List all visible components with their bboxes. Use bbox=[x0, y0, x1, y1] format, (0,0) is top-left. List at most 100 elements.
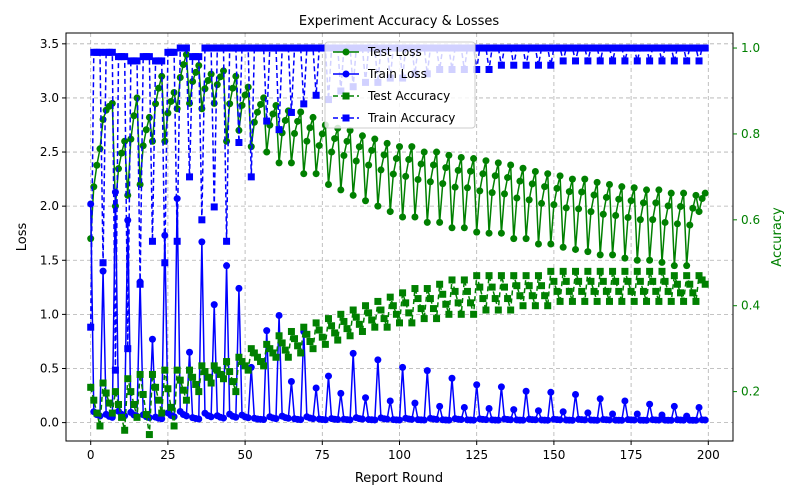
y-right-tick-label: 1.0 bbox=[741, 41, 760, 55]
point-test-accuracy bbox=[448, 276, 456, 284]
point-test-accuracy bbox=[633, 267, 641, 275]
point-train-accuracy bbox=[232, 44, 240, 52]
point-train-loss bbox=[87, 200, 95, 208]
point-test-accuracy bbox=[488, 283, 496, 291]
point-test-loss bbox=[646, 256, 654, 264]
point-train-accuracy bbox=[568, 44, 576, 52]
point-test-loss bbox=[695, 208, 703, 216]
point-test-loss bbox=[281, 116, 289, 124]
point-test-loss bbox=[306, 124, 314, 132]
point-test-loss bbox=[701, 189, 709, 197]
point-test-loss bbox=[303, 137, 311, 145]
point-train-loss bbox=[457, 416, 465, 424]
series-line-train-loss bbox=[89, 192, 706, 422]
point-train-accuracy bbox=[572, 57, 580, 65]
point-test-loss bbox=[445, 151, 453, 159]
point-train-accuracy bbox=[170, 48, 178, 56]
chart-title: Experiment Accuracy & Losses bbox=[299, 14, 500, 29]
point-train-loss bbox=[460, 403, 468, 411]
point-train-loss bbox=[497, 383, 505, 391]
point-test-loss bbox=[355, 143, 363, 151]
point-test-accuracy bbox=[636, 277, 644, 285]
point-test-loss bbox=[556, 172, 564, 180]
point-test-accuracy bbox=[482, 306, 490, 314]
point-test-accuracy bbox=[371, 323, 379, 331]
point-test-loss bbox=[624, 213, 632, 221]
point-test-loss bbox=[550, 201, 558, 209]
point-test-accuracy bbox=[297, 349, 305, 357]
point-train-loss bbox=[148, 335, 156, 343]
point-train-accuracy bbox=[692, 44, 700, 52]
point-test-accuracy bbox=[649, 277, 657, 285]
point-test-accuracy bbox=[587, 277, 595, 285]
point-train-accuracy bbox=[263, 117, 271, 125]
point-test-accuracy bbox=[291, 335, 299, 343]
point-test-accuracy bbox=[442, 300, 450, 308]
y-right-tick-label: 0.8 bbox=[741, 127, 760, 141]
point-test-loss bbox=[219, 67, 227, 75]
point-train-loss bbox=[408, 415, 416, 423]
y-right-tick-label: 0.4 bbox=[741, 299, 760, 313]
point-train-loss bbox=[605, 416, 613, 424]
point-test-accuracy bbox=[630, 297, 638, 305]
point-train-loss bbox=[124, 216, 132, 224]
point-test-loss bbox=[195, 61, 203, 69]
point-train-loss bbox=[423, 367, 431, 375]
point-test-loss bbox=[389, 170, 397, 178]
point-test-accuracy bbox=[504, 295, 512, 303]
point-test-accuracy bbox=[300, 323, 308, 331]
point-test-loss bbox=[352, 157, 360, 165]
point-test-accuracy bbox=[522, 272, 530, 280]
point-train-loss bbox=[420, 416, 428, 424]
point-train-loss bbox=[568, 416, 576, 424]
point-test-accuracy bbox=[553, 287, 561, 295]
point-test-loss bbox=[253, 108, 261, 116]
point-test-loss bbox=[559, 243, 567, 251]
point-test-accuracy bbox=[673, 280, 681, 288]
point-train-accuracy bbox=[584, 57, 592, 65]
point-test-accuracy bbox=[565, 287, 573, 295]
point-test-accuracy bbox=[516, 292, 524, 300]
point-train-loss bbox=[544, 416, 552, 424]
point-train-accuracy bbox=[223, 237, 231, 245]
point-test-loss bbox=[223, 137, 231, 145]
point-test-accuracy bbox=[114, 400, 122, 408]
point-test-accuracy bbox=[667, 297, 675, 305]
point-train-loss bbox=[609, 410, 617, 418]
point-test-loss bbox=[692, 191, 700, 199]
point-test-accuracy bbox=[201, 368, 209, 376]
point-test-accuracy bbox=[204, 373, 212, 381]
point-test-loss bbox=[587, 208, 595, 216]
point-train-accuracy bbox=[630, 44, 638, 52]
point-test-loss bbox=[686, 221, 694, 229]
point-test-loss bbox=[602, 193, 610, 201]
point-test-accuracy bbox=[497, 272, 505, 280]
point-test-accuracy bbox=[541, 292, 549, 300]
point-test-accuracy bbox=[618, 297, 626, 305]
point-train-loss bbox=[158, 415, 166, 423]
point-test-loss bbox=[408, 143, 416, 151]
point-test-loss bbox=[513, 194, 521, 202]
legend-label-test-loss: Test Loss bbox=[367, 45, 422, 59]
point-train-loss bbox=[232, 413, 240, 421]
point-train-accuracy bbox=[145, 53, 153, 61]
y-axis-ticks: 0.0 0.5 1.0 1.5 2.0 2.5 3.0 3.5 bbox=[40, 37, 66, 430]
point-test-accuracy bbox=[562, 277, 570, 285]
point-test-loss bbox=[680, 189, 688, 197]
point-test-accuracy bbox=[405, 309, 413, 317]
y-right-tick-label: 0.6 bbox=[741, 213, 760, 227]
point-test-accuracy bbox=[525, 282, 533, 290]
point-train-loss bbox=[371, 416, 379, 424]
point-test-loss bbox=[167, 97, 175, 105]
point-test-accuracy bbox=[337, 310, 345, 318]
series-test-accuracy bbox=[87, 267, 709, 439]
point-train-accuracy bbox=[519, 44, 527, 52]
point-train-loss bbox=[596, 395, 604, 403]
point-test-loss bbox=[374, 202, 382, 210]
point-train-accuracy bbox=[667, 44, 675, 52]
point-test-loss bbox=[451, 183, 459, 191]
point-train-loss bbox=[210, 301, 218, 309]
point-test-loss bbox=[241, 91, 249, 99]
point-test-accuracy bbox=[519, 302, 527, 310]
